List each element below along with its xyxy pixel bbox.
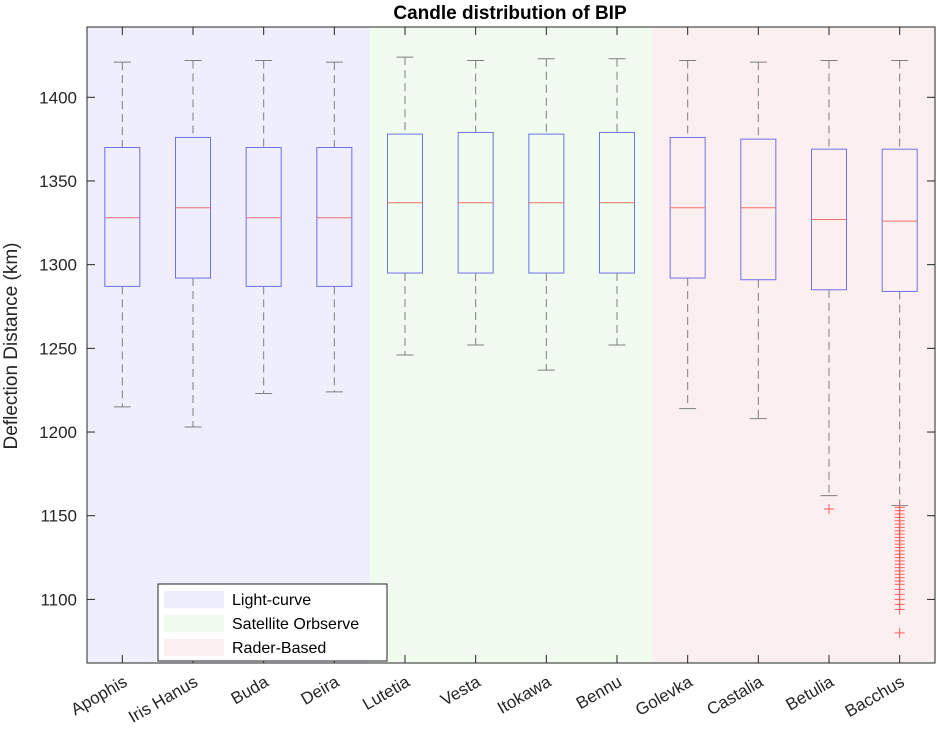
legend-label: Rader-Based (232, 640, 326, 657)
y-tick-label: 1100 (40, 590, 77, 609)
group-band-0 (87, 27, 370, 663)
box-golevka (669, 59, 706, 410)
legend-label: Light-curve (232, 592, 311, 609)
box-lutetia (387, 56, 423, 356)
outlier-marker (894, 604, 905, 615)
x-tick-label: Itokawa (494, 672, 555, 718)
box-itokawa (528, 58, 565, 371)
y-axis-label: Deflection Distance (km) (1, 243, 22, 450)
y-tick-label: 1400 (39, 88, 77, 107)
x-tick-label: Lutetia (359, 672, 413, 714)
iqr-box (740, 138, 777, 281)
group-band-2 (652, 27, 935, 663)
y-tick-label: 1350 (39, 172, 77, 191)
chart-title: Candle distribution of BIP (393, 3, 627, 24)
iqr-box (104, 147, 141, 287)
box-iris-hanus (175, 59, 211, 428)
box-plot-series (104, 56, 918, 638)
x-tick-label: Apophis (68, 672, 131, 719)
box-bennu (599, 58, 635, 346)
box-apophis (104, 61, 141, 408)
iqr-box (387, 133, 423, 274)
legend-swatch (164, 591, 224, 608)
legend-label: Satellite Orbserve (232, 616, 359, 633)
iqr-box (881, 148, 918, 292)
group-background-bands (87, 27, 935, 663)
box-vesta (457, 59, 494, 346)
x-tick-label: Vesta (437, 672, 484, 710)
box-bacchus (881, 59, 918, 638)
x-tick-label: Golevka (632, 672, 696, 720)
y-tick-label: 1250 (39, 339, 77, 358)
x-tick-label: Bennu (573, 672, 625, 713)
x-tick-label: Deira (298, 672, 343, 709)
legend: Light-curve Satellite Orbserve Rader-Based (157, 583, 388, 662)
y-tick-label: 1200 (39, 423, 77, 442)
x-tick-label: Castalia (704, 672, 767, 719)
box-castalia (740, 61, 777, 420)
x-tick-label: Iris Hanus (125, 672, 201, 727)
y-tick-label: 1150 (40, 507, 77, 526)
box-deira (316, 61, 353, 393)
group-band-1 (369, 27, 653, 663)
x-tick-label: Bacchus (842, 672, 908, 721)
box-buda (245, 59, 282, 395)
axes-frame (86, 26, 936, 664)
outlier-marker (824, 504, 834, 515)
outlier-marker (894, 627, 905, 638)
x-tick-label: Betulia (782, 672, 837, 715)
x-tick-label: Buda (228, 672, 272, 709)
y-tick-label: 1300 (39, 256, 77, 275)
iqr-box (316, 147, 353, 287)
box-betulia (811, 59, 847, 515)
iqr-box (528, 133, 565, 274)
legend-swatch (164, 639, 224, 656)
legend-swatch (164, 615, 224, 632)
y-axis: 1100 1150 1200 1250 1300 1350 1400 (39, 88, 935, 609)
iqr-box (245, 147, 282, 287)
